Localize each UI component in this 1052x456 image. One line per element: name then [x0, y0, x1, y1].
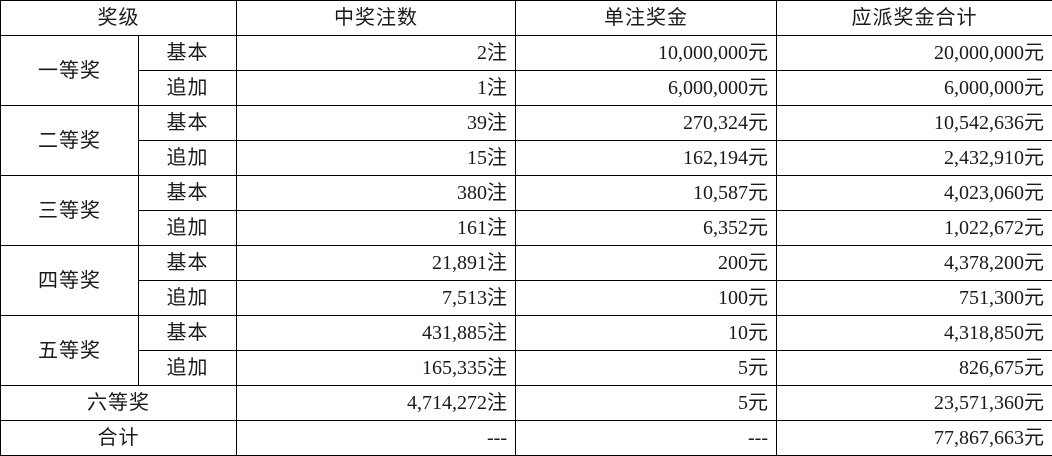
prize-per-bet-value: 270,324元: [516, 106, 777, 141]
column-header-winning-bets: 中奖注数: [237, 1, 516, 36]
table-row-total: 合计 --- --- 77,867,663元: [1, 421, 1052, 456]
bet-type-label: 追加: [139, 141, 237, 176]
total-prize-value: 826,675元: [777, 351, 1052, 386]
table-row: 追加 15注 162,194元 2,432,910元: [1, 141, 1052, 176]
column-header-prize-per-bet: 单注奖金: [516, 1, 777, 36]
grand-total-value: 77,867,663元: [777, 421, 1052, 456]
total-prize-value: 4,318,850元: [777, 316, 1052, 351]
winning-bets-value: 2注: [237, 36, 516, 71]
table-row: 二等奖 基本 39注 270,324元 10,542,636元: [1, 106, 1052, 141]
prize-per-bet-value: 6,352元: [516, 211, 777, 246]
winning-bets-value: 1注: [237, 71, 516, 106]
prize-per-bet-value: 10,000,000元: [516, 36, 777, 71]
table-header: 奖级 中奖注数 单注奖金 应派奖金合计: [1, 1, 1052, 36]
total-prize-value: 20,000,000元: [777, 36, 1052, 71]
total-prize-value: 751,300元: [777, 281, 1052, 316]
bet-type-label: 追加: [139, 351, 237, 386]
grand-total-label: 合计: [1, 421, 237, 456]
total-prize-value: 2,432,910元: [777, 141, 1052, 176]
prize-level-label: 六等奖: [1, 386, 237, 421]
bet-type-label: 追加: [139, 211, 237, 246]
winning-bets-value: 165,335注: [237, 351, 516, 386]
total-prize-value: 1,022,672元: [777, 211, 1052, 246]
winning-bets-value: 4,714,272注: [237, 386, 516, 421]
table-row: 五等奖 基本 431,885注 10元 4,318,850元: [1, 316, 1052, 351]
winning-bets-value: 380注: [237, 176, 516, 211]
total-prize-value: 4,378,200元: [777, 246, 1052, 281]
bet-type-label: 基本: [139, 176, 237, 211]
prize-per-bet-value: ---: [516, 421, 777, 456]
total-prize-value: 23,571,360元: [777, 386, 1052, 421]
prize-level-label: 四等奖: [1, 246, 139, 316]
total-prize-value: 10,542,636元: [777, 106, 1052, 141]
table-row: 追加 1注 6,000,000元 6,000,000元: [1, 71, 1052, 106]
prize-level-label: 三等奖: [1, 176, 139, 246]
prize-level-label: 五等奖: [1, 316, 139, 386]
total-prize-value: 6,000,000元: [777, 71, 1052, 106]
header-row: 奖级 中奖注数 单注奖金 应派奖金合计: [1, 1, 1052, 36]
table-row: 三等奖 基本 380注 10,587元 4,023,060元: [1, 176, 1052, 211]
table-row: 追加 161注 6,352元 1,022,672元: [1, 211, 1052, 246]
prize-per-bet-value: 100元: [516, 281, 777, 316]
table-row: 追加 165,335注 5元 826,675元: [1, 351, 1052, 386]
bet-type-label: 基本: [139, 316, 237, 351]
prize-per-bet-value: 10元: [516, 316, 777, 351]
winning-bets-value: 15注: [237, 141, 516, 176]
prize-per-bet-value: 5元: [516, 351, 777, 386]
prize-level-label: 一等奖: [1, 36, 139, 106]
winning-bets-value: 21,891注: [237, 246, 516, 281]
prize-per-bet-value: 5元: [516, 386, 777, 421]
column-header-prize-level: 奖级: [1, 1, 237, 36]
prize-per-bet-value: 200元: [516, 246, 777, 281]
table-row: 四等奖 基本 21,891注 200元 4,378,200元: [1, 246, 1052, 281]
bet-type-label: 追加: [139, 71, 237, 106]
winning-bets-value: 431,885注: [237, 316, 516, 351]
total-prize-value: 4,023,060元: [777, 176, 1052, 211]
prize-per-bet-value: 10,587元: [516, 176, 777, 211]
bet-type-label: 基本: [139, 106, 237, 141]
winning-bets-value: 39注: [237, 106, 516, 141]
bet-type-label: 追加: [139, 281, 237, 316]
bet-type-label: 基本: [139, 36, 237, 71]
prize-level-label: 二等奖: [1, 106, 139, 176]
prize-per-bet-value: 6,000,000元: [516, 71, 777, 106]
column-header-total-prize: 应派奖金合计: [777, 1, 1052, 36]
table-row: 六等奖 4,714,272注 5元 23,571,360元: [1, 386, 1052, 421]
table-row: 一等奖 基本 2注 10,000,000元 20,000,000元: [1, 36, 1052, 71]
winning-bets-value: ---: [237, 421, 516, 456]
table-row: 追加 7,513注 100元 751,300元: [1, 281, 1052, 316]
bet-type-label: 基本: [139, 246, 237, 281]
winning-bets-value: 7,513注: [237, 281, 516, 316]
table-body: 一等奖 基本 2注 10,000,000元 20,000,000元 追加 1注 …: [1, 36, 1052, 456]
prize-per-bet-value: 162,194元: [516, 141, 777, 176]
winning-bets-value: 161注: [237, 211, 516, 246]
